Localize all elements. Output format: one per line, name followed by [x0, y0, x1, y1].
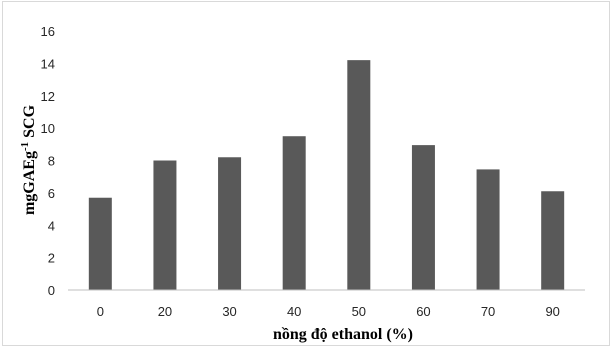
bar	[347, 60, 371, 291]
y-tick-label: 4	[48, 218, 55, 233]
y-axis-title: mgGAEg-1 SCG	[19, 104, 38, 215]
y-tick-label: 8	[48, 154, 55, 169]
y-axis-title-superscript: -1	[19, 142, 31, 151]
x-tick-label: 30	[222, 304, 236, 319]
bar	[153, 160, 177, 290]
bar	[541, 191, 565, 290]
y-tick-label: 12	[41, 89, 55, 104]
x-tick-label: 50	[352, 304, 366, 319]
y-tick-label: 6	[48, 186, 55, 201]
x-axis-ticks: 0 20 30 40 50 60 70 90	[97, 304, 560, 319]
x-tick-label: 90	[545, 304, 559, 319]
bar	[282, 136, 306, 290]
y-axis-title-main: mgGAEg	[21, 151, 38, 215]
bar	[411, 145, 435, 290]
y-tick-label: 2	[48, 251, 55, 266]
y-tick-label: 16	[41, 24, 55, 39]
x-axis-title: nồng độ ethanol (%)	[273, 326, 413, 343]
bars	[88, 60, 565, 291]
y-tick-label: 0	[48, 283, 55, 298]
bar	[218, 157, 242, 290]
bar	[476, 169, 500, 290]
x-tick-label: 70	[481, 304, 495, 319]
y-axis-ticks: 0 2 4 6 8 10 12 14 16	[41, 24, 55, 298]
x-tick-label: 40	[287, 304, 301, 319]
x-tick-label: 0	[97, 304, 104, 319]
y-tick-label: 10	[41, 121, 55, 136]
y-tick-label: 14	[41, 56, 55, 71]
x-tick-label: 20	[158, 304, 172, 319]
x-tick-label: 60	[416, 304, 430, 319]
y-axis-title-tail: SCG	[21, 104, 38, 141]
bar	[88, 197, 112, 290]
